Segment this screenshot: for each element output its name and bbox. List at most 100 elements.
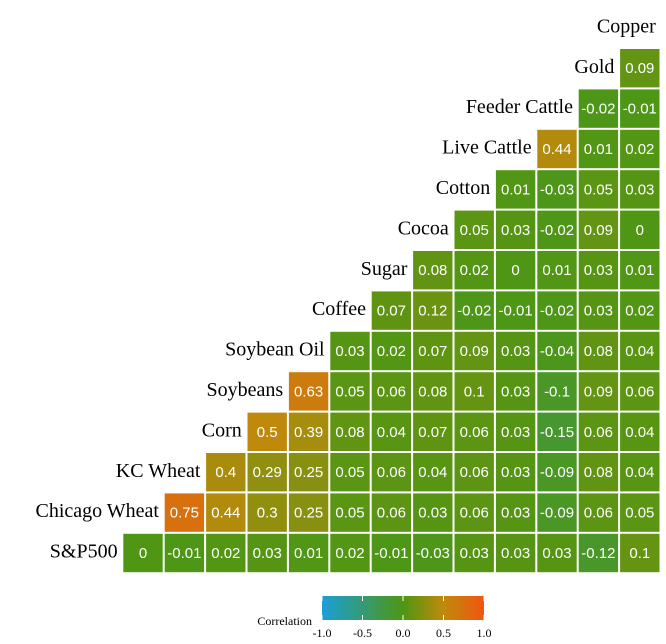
cell-value: 0.08 — [584, 464, 613, 481]
cell-value: 0.08 — [335, 424, 364, 441]
heatmap-cell — [329, 411, 371, 453]
cell-value: 0.44 — [211, 505, 240, 522]
cell-value: 0.03 — [501, 383, 530, 400]
variable-label: KC Wheat — [116, 460, 201, 482]
color-bar-label: 1.0 — [477, 626, 492, 640]
cell-value: 0.07 — [418, 424, 447, 441]
heatmap-cell — [619, 209, 661, 251]
heatmap-cell — [536, 290, 578, 331]
variable-label: Sugar — [361, 258, 408, 280]
heatmap-cell — [619, 250, 661, 291]
cell-value: 0.02 — [625, 303, 654, 320]
cell-value: -0.02 — [457, 303, 491, 320]
cell-value: 0.09 — [584, 383, 613, 400]
heatmap-cell — [577, 532, 620, 574]
heatmap-cell — [494, 169, 537, 210]
cell-value: 0 — [139, 545, 147, 562]
heatmap-cell — [494, 330, 537, 372]
variable-label: Live Cattle — [442, 137, 532, 159]
heatmap-cell — [494, 411, 537, 453]
cell-value: 0.75 — [170, 505, 199, 522]
heatmap-cell — [536, 492, 578, 533]
cell-value: -0.04 — [540, 343, 574, 360]
heatmap-cell — [619, 371, 661, 412]
variable-label: Chicago Wheat — [36, 500, 160, 522]
cell-value: 0.04 — [625, 343, 654, 360]
heatmap-cell — [287, 532, 330, 574]
cell-value: -0.02 — [581, 101, 615, 118]
heatmap-cell — [453, 290, 495, 331]
heatmap-cell — [536, 411, 578, 453]
cell-value: 0.04 — [377, 424, 406, 441]
cell-value: -0.01 — [167, 545, 201, 562]
heatmap-cell — [287, 492, 330, 533]
cell-value: 0.01 — [294, 545, 323, 562]
heatmap-cell — [536, 169, 578, 210]
heatmap-cell — [494, 371, 537, 412]
heatmap-cell — [577, 452, 620, 493]
heatmap-cell — [577, 330, 620, 372]
heatmap-cell — [577, 492, 620, 533]
heatmap-cell — [494, 452, 537, 493]
heatmap-cell — [412, 411, 454, 453]
heatmap-cell — [577, 169, 620, 210]
heatmap-cell — [577, 88, 620, 129]
cell-value: 0.3 — [257, 505, 278, 522]
cell-value: 0.01 — [584, 141, 613, 158]
heatmap-cell — [494, 250, 537, 291]
cell-value: 0.03 — [584, 303, 613, 320]
heatmap-cell — [370, 290, 413, 331]
cell-value: 0.07 — [377, 303, 406, 320]
cell-value: 0.63 — [294, 383, 323, 400]
cell-value: 0.25 — [294, 464, 323, 481]
heatmap-cell — [453, 209, 495, 251]
cell-value: 0.39 — [294, 424, 323, 441]
heatmap-cell — [619, 48, 661, 89]
cell-value: 0.04 — [418, 464, 447, 481]
cell-value: 0.02 — [460, 262, 489, 279]
heatmap-cell — [494, 290, 537, 331]
heatmap-cell — [619, 88, 661, 129]
heatmap-cell — [536, 128, 578, 170]
cell-value: 0.06 — [460, 464, 489, 481]
cell-value: 0.29 — [253, 464, 282, 481]
cell-value: 0.03 — [335, 343, 364, 360]
cell-value: -0.01 — [374, 545, 408, 562]
cell-value: 0.02 — [625, 141, 654, 158]
cell-value: -0.1 — [544, 383, 570, 400]
heatmap-cell — [122, 532, 164, 574]
variable-label: Cotton — [436, 177, 490, 199]
heatmap-cell — [619, 452, 661, 493]
cell-value: 0.06 — [377, 383, 406, 400]
cell-value: 0.08 — [584, 343, 613, 360]
cell-value: 0.1 — [464, 383, 485, 400]
heatmap-cell — [494, 492, 537, 533]
cell-value: 0.03 — [460, 545, 489, 562]
cell-value: 0.02 — [377, 343, 406, 360]
cell-value: -0.15 — [540, 424, 574, 441]
heatmap-cell — [494, 532, 537, 574]
cell-value: 0.02 — [211, 545, 240, 562]
cell-value: 0.03 — [501, 424, 530, 441]
heatmap-cell — [619, 411, 661, 453]
heatmap-cell — [370, 532, 413, 574]
heatmap-cell — [412, 452, 454, 493]
heatmap-cell — [619, 532, 661, 574]
color-bar-label: 0.0 — [396, 626, 411, 640]
color-bar-label: 0.5 — [436, 626, 451, 640]
heatmap-cell — [619, 330, 661, 372]
heatmap-cell — [536, 371, 578, 412]
heatmap-cell — [453, 250, 495, 291]
heatmap-cell — [494, 209, 537, 251]
heatmap-cell — [246, 411, 288, 453]
heatmap-cell — [370, 452, 413, 493]
heatmap-cell — [412, 532, 454, 574]
cell-value: -0.01 — [623, 101, 657, 118]
heatmap-cell — [287, 371, 330, 412]
heatmap-cell — [246, 452, 288, 493]
cell-value: 0.09 — [584, 222, 613, 239]
cell-value: 0.06 — [460, 424, 489, 441]
cell-value: 0.01 — [542, 262, 571, 279]
cell-value: 0.05 — [460, 222, 489, 239]
